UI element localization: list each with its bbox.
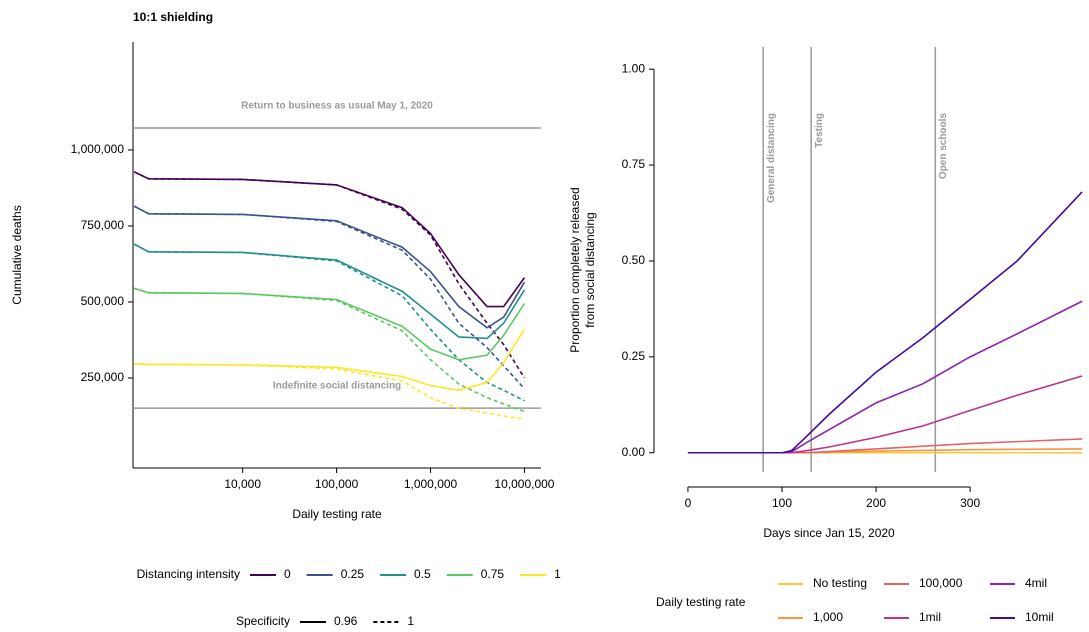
legend-title: Daily testing rate [656, 595, 746, 609]
legend-label: 0.75 [481, 567, 505, 581]
y-tick-label: 500,000 [81, 294, 125, 308]
series-line [133, 243, 526, 340]
reference-label: Open schools [938, 113, 949, 180]
series-line [134, 328, 526, 391]
y-tick-label: 1.00 [622, 61, 646, 75]
y-tick-label: 0.50 [622, 253, 646, 267]
y-axis-label: Proportion completely released [568, 187, 582, 352]
series-line [133, 205, 526, 390]
series-line [133, 171, 526, 308]
legend-label: 4mil [1025, 576, 1047, 590]
series-line [687, 300, 1083, 454]
x-tick-label: 100,000 [315, 477, 359, 491]
x-tick-label: 0 [685, 496, 692, 510]
legend-label: 1,000 [813, 610, 843, 624]
legend-label: 1 [407, 614, 414, 628]
legend-label: 1 [554, 567, 561, 581]
reference-label: General distancing [766, 113, 777, 203]
legend-title: Distancing intensity [137, 567, 240, 581]
y-tick-label: 750,000 [81, 218, 125, 232]
x-axis-label: Daily testing rate [292, 507, 382, 521]
x-axis-label: Days since Jan 15, 2020 [763, 526, 895, 540]
series-line [133, 287, 525, 413]
series-line [133, 287, 526, 361]
series-line [133, 171, 526, 379]
series-line [133, 205, 526, 329]
chart-title: 10:1 shielding [133, 10, 213, 24]
y-tick-label: 0.00 [622, 445, 646, 459]
legend-label: 1mil [919, 610, 941, 624]
legend-label: 0.25 [341, 567, 365, 581]
legend-label: 100,000 [919, 576, 963, 590]
x-tick-label: 100 [772, 496, 792, 510]
x-tick-label: 10,000,000 [494, 477, 554, 491]
y-tick-label: 0.75 [622, 157, 646, 171]
x-tick-label: 300 [960, 496, 980, 510]
x-tick-label: 1,000,000 [404, 477, 458, 491]
y-tick-label: 1,000,000 [71, 142, 125, 156]
reference-label: Return to business as usual May 1, 2020 [241, 101, 433, 112]
x-tick-label: 10,000 [224, 477, 261, 491]
series-line [687, 191, 1083, 454]
y-tick-label: 0.25 [622, 349, 646, 363]
y-tick-label: 250,000 [81, 370, 125, 384]
legend-label: 0.96 [334, 614, 358, 628]
x-tick-label: 200 [866, 496, 886, 510]
legend-label: No testing [813, 576, 867, 590]
y-axis-label: Cumulative deaths [10, 205, 24, 304]
legend-label: 0 [284, 567, 291, 581]
reference-label: Indefinite social distancing [273, 381, 401, 392]
y-axis-label: from social distancing [583, 212, 597, 327]
legend-label: 10mil [1025, 610, 1054, 624]
series-line [133, 243, 525, 402]
legend-label: 0.5 [414, 567, 431, 581]
legend-title: Specificity [236, 614, 290, 628]
reference-label: Testing [814, 113, 825, 148]
